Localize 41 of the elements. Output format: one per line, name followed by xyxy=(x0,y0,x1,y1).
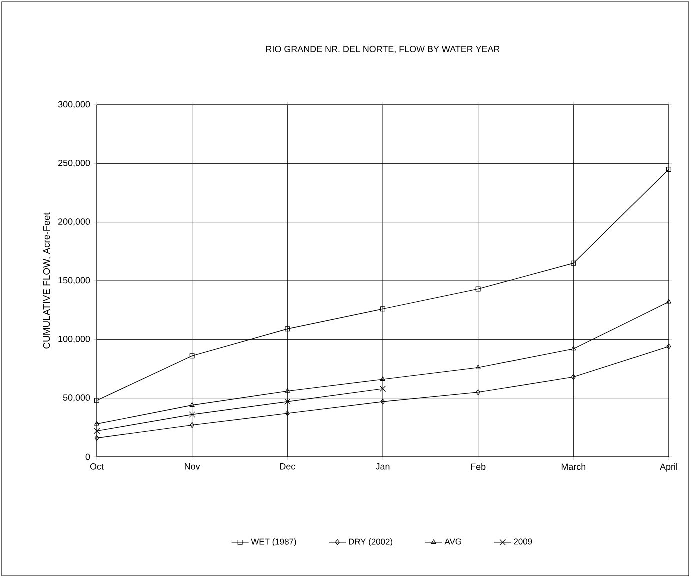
x-tick-label: March xyxy=(562,464,586,470)
point xyxy=(571,374,576,380)
point xyxy=(476,286,481,292)
point xyxy=(380,376,386,382)
point xyxy=(476,390,481,396)
point xyxy=(380,398,386,405)
x-tick-label: Nov xyxy=(185,464,200,470)
point xyxy=(666,167,672,172)
point xyxy=(189,412,196,418)
point xyxy=(190,402,195,407)
y-tick-label: 250,000 xyxy=(58,160,90,168)
point xyxy=(571,346,576,351)
y-tick-label: 0 xyxy=(86,454,90,460)
point xyxy=(380,386,386,392)
y-tick-label: 300,000 xyxy=(58,101,90,109)
point xyxy=(284,398,291,405)
point xyxy=(285,388,290,393)
point xyxy=(190,354,195,359)
point xyxy=(571,260,576,266)
legend-label: DRY (2002) xyxy=(349,538,393,547)
legend-label: WET (1987) xyxy=(251,538,296,547)
legend-label: 2009 xyxy=(514,538,532,545)
x-tick-label: Jan xyxy=(376,464,390,470)
point xyxy=(380,306,386,312)
y-tick-label: 100,000 xyxy=(58,336,90,344)
point xyxy=(94,428,100,434)
point xyxy=(285,410,290,416)
point xyxy=(94,398,100,404)
x-tick-label: Feb xyxy=(471,464,486,470)
x-tick-label: Dec xyxy=(280,464,296,470)
y-tick-label: 200,000 xyxy=(58,218,90,226)
y-tick-label: 50,000 xyxy=(63,394,90,402)
x-tick-label: Oct xyxy=(90,464,104,470)
chart-title: RIO GRANDE NR. DEL NORTE, FLOW BY WATER YEAR xyxy=(266,46,500,54)
legend-label: AVG xyxy=(444,538,462,545)
point xyxy=(476,364,481,370)
x-tick-label: April xyxy=(660,464,678,472)
y-tick-label: 150,000 xyxy=(58,277,90,285)
point xyxy=(285,326,290,332)
y-axis-title: CUMULATIVE FLOW, Acre-Feet xyxy=(43,212,52,349)
point xyxy=(190,422,195,428)
